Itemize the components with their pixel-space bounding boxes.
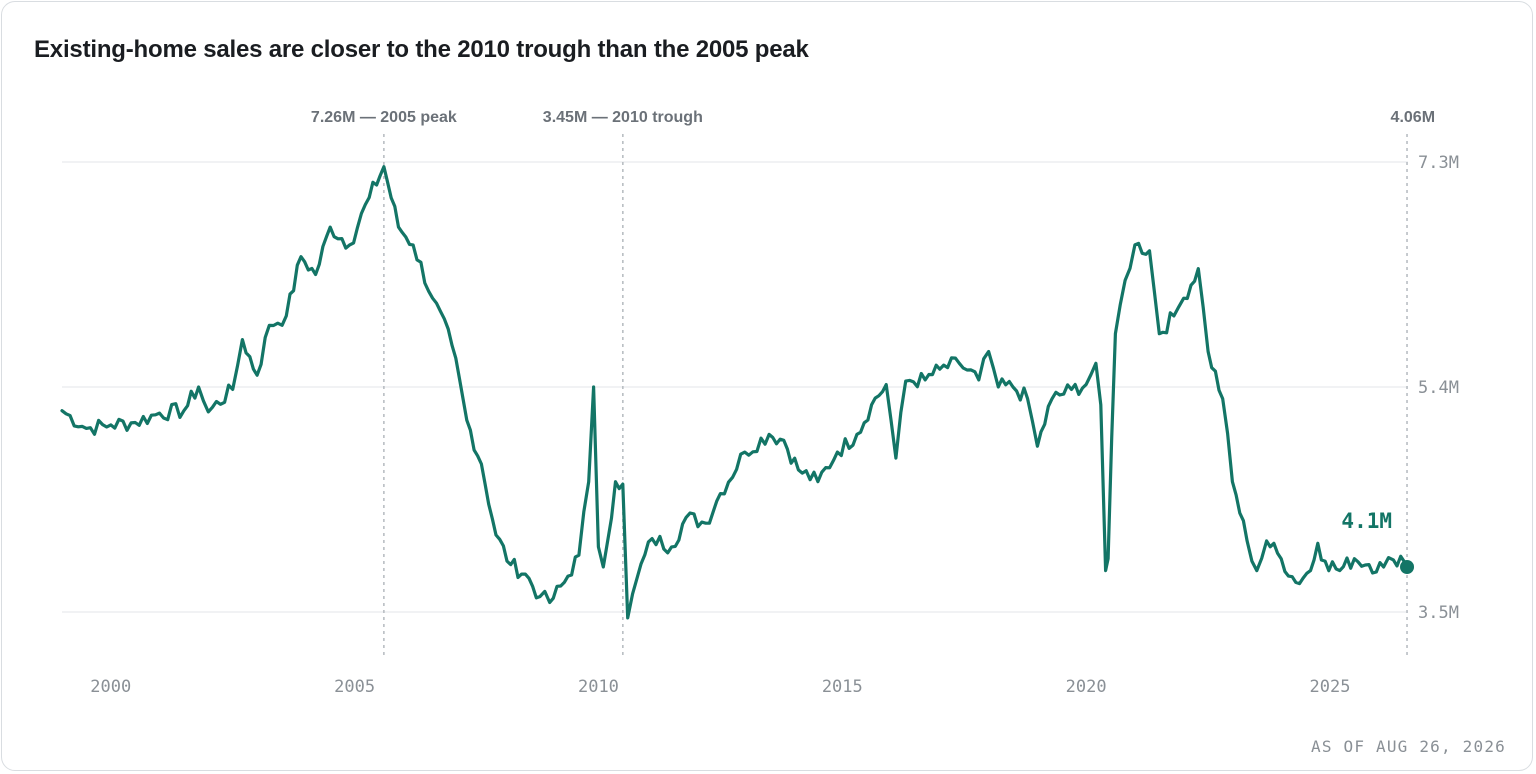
- annotation-label: 3.45M — 2010 trough: [543, 109, 703, 126]
- y-tick-label: 5.4M: [1418, 378, 1459, 398]
- x-tick-label: 2015: [822, 677, 863, 697]
- y-axis: 7.3M 5.4M 3.5M: [1418, 153, 1459, 623]
- annotation-label: 7.26M — 2005 peak: [311, 109, 457, 126]
- y-tick-label: 7.3M: [1418, 153, 1459, 173]
- last-value-marker: [1400, 560, 1415, 574]
- as-of-date: AS OF AUG 26, 2026: [1311, 737, 1506, 756]
- chart-title: Existing-home sales are closer to the 20…: [34, 36, 809, 63]
- annotation-label: 4.06M: [1391, 109, 1435, 126]
- x-axis: 2000 2005 2010 2015 2020 2025: [90, 677, 1350, 697]
- last-value-marker-group: 4.1M: [1339, 507, 1415, 574]
- x-tick-label: 2020: [1066, 677, 1107, 697]
- gridlines: [62, 161, 1408, 613]
- x-tick-label: 2000: [90, 677, 131, 697]
- x-tick-label: 2025: [1309, 677, 1350, 697]
- series-existing-home-sales: [60, 165, 1409, 620]
- last-value-label: 4.1M: [1341, 509, 1392, 533]
- series-line: [60, 165, 1409, 620]
- x-tick-label: 2005: [334, 677, 375, 697]
- reference-lines: 7.26M — 2005 peak 3.45M — 2010 trough 4.06…: [311, 109, 1435, 656]
- x-tick-label: 2010: [578, 677, 619, 697]
- y-tick-label: 3.5M: [1418, 603, 1459, 623]
